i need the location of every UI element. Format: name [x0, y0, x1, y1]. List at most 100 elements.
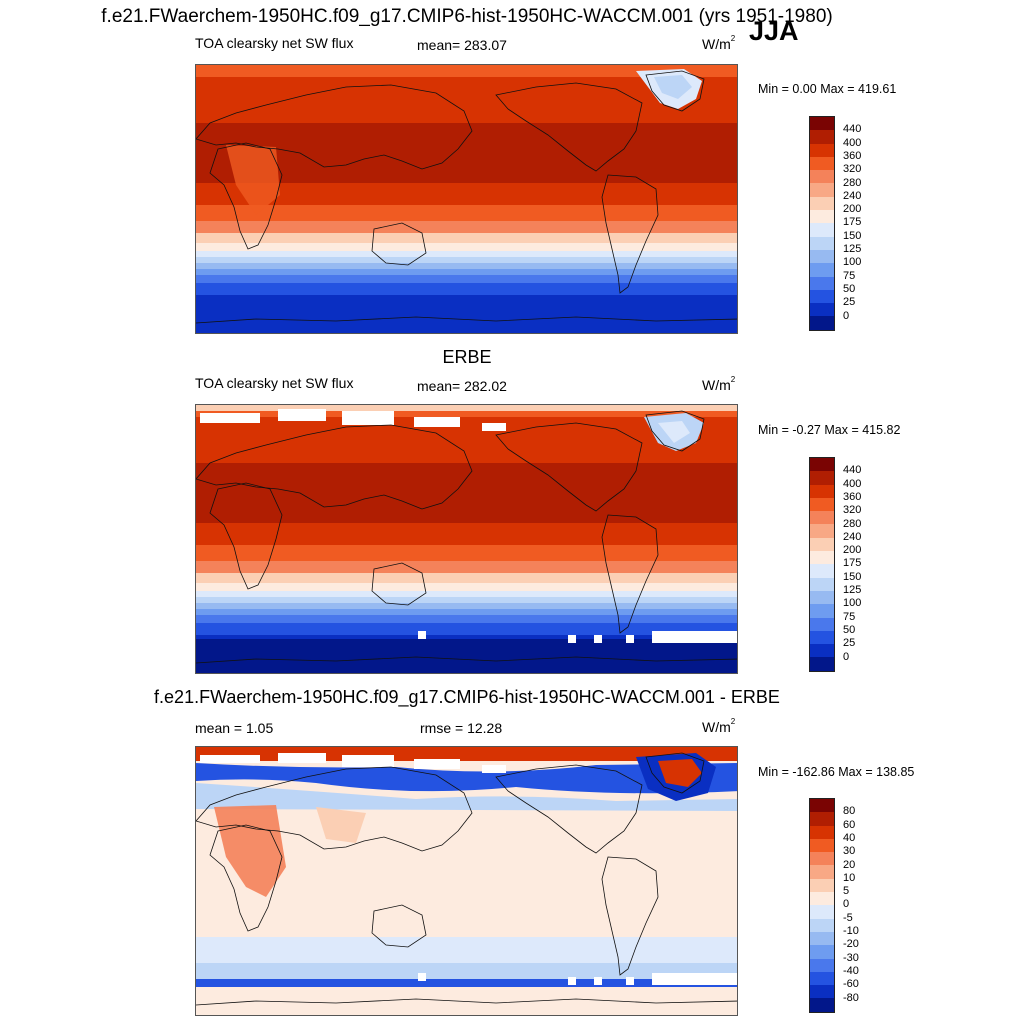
colorbar-swatch	[810, 812, 834, 826]
colorbar-swatch	[810, 998, 834, 1012]
colorbar-swatch	[810, 117, 834, 131]
colorbar-tick-label: 100	[843, 597, 862, 610]
colorbar-swatch	[810, 276, 834, 290]
colorbar-tick-label: -40	[843, 964, 859, 977]
colorbar-tick-label: 440	[843, 123, 862, 136]
colorbar-tick-label: 400	[843, 477, 862, 490]
colorbar-swatch	[810, 878, 834, 893]
colorbar-tick-label: 175	[843, 557, 862, 570]
colorbar-tick-label: 125	[843, 243, 862, 255]
colorbar-swatch	[810, 551, 834, 565]
colorbar-tick-label: 440	[843, 464, 862, 477]
panel3-rmse-label: rmse = 12.28	[420, 720, 503, 736]
colorbar-tick-label: 320	[843, 504, 862, 517]
colorbar-tick-label: 280	[843, 176, 862, 189]
colorbar-tick-label: 150	[843, 229, 862, 242]
colorbar-tick-label: 30	[843, 845, 856, 858]
colorbar-tick-label: 20	[843, 858, 856, 871]
colorbar-swatch	[810, 799, 834, 813]
colorbar-swatch	[810, 130, 834, 144]
colorbar-swatch	[810, 657, 834, 671]
colorbar-tick-label: 320	[843, 163, 862, 176]
panel2-variable-label: TOA clearsky net SW flux	[195, 375, 354, 391]
colorbar-tick-label: -30	[843, 951, 859, 964]
colorbar-tick-label: 240	[843, 530, 862, 543]
colorbar-swatch	[810, 617, 834, 631]
colorbar-swatch	[810, 289, 834, 304]
colorbar-swatch	[810, 958, 834, 972]
panel2-minmax: Min = -0.27 Max = 415.82	[758, 423, 901, 437]
colorbar-swatch	[810, 316, 834, 330]
colorbar-swatch	[810, 196, 834, 211]
colorbar-swatch	[810, 945, 834, 959]
colorbar-tick-label: 400	[843, 136, 862, 149]
colorbar-tick-label: 0	[843, 898, 850, 911]
colorbar-swatch	[810, 183, 834, 197]
colorbar-swatch	[810, 497, 834, 512]
colorbar-swatch	[810, 170, 834, 184]
colorbar-swatch	[810, 263, 834, 277]
colorbar-swatch	[810, 931, 834, 946]
colorbar-swatch	[810, 484, 834, 498]
colorbar-tick-label: -10	[843, 925, 859, 937]
colorbar-tick-label: 360	[843, 490, 862, 503]
colorbar-swatch	[810, 537, 834, 552]
colorbar-tick-label: 75	[843, 610, 856, 623]
colorbar-tick-label: 0	[843, 650, 850, 663]
colorbar-tick-label: 50	[843, 282, 856, 295]
panel3-map	[195, 746, 738, 1016]
colorbar-tick-label: 150	[843, 570, 862, 583]
colorbar-swatch	[810, 918, 834, 932]
panel3-units: W/m2	[702, 717, 736, 735]
colorbar-tick-label: 280	[843, 517, 862, 530]
colorbar-swatch	[810, 590, 834, 605]
colorbar-tick-label: -60	[843, 978, 859, 991]
colorbar-tick-label: 5	[843, 885, 850, 898]
colorbar-swatch	[810, 564, 834, 578]
panel2-mean-label: mean= 282.02	[417, 378, 507, 394]
colorbar-tick-label: 175	[843, 216, 862, 229]
colorbar-tick-label: 25	[843, 296, 856, 309]
colorbar-swatch	[810, 577, 834, 591]
panel1-colorbar	[809, 116, 835, 331]
colorbar-tick-label: -20	[843, 938, 859, 951]
panel1-map	[195, 64, 738, 334]
panel1-units: W/m2	[702, 34, 736, 52]
panel1-mean-label: mean= 283.07	[417, 37, 507, 53]
panel2-units: W/m2	[702, 375, 736, 393]
panel3-title: f.e21.FWaerchem-1950HC.f09_g17.CMIP6-his…	[154, 687, 780, 707]
colorbar-swatch	[810, 892, 834, 906]
colorbar-tick-label: 200	[843, 544, 862, 557]
colorbar-swatch	[810, 905, 834, 919]
colorbar-swatch	[810, 303, 834, 317]
panel2-colorbar	[809, 457, 835, 672]
colorbar-tick-label: 100	[843, 256, 862, 269]
colorbar-swatch	[810, 852, 834, 866]
colorbar-swatch	[810, 458, 834, 472]
colorbar-tick-label: 50	[843, 623, 856, 636]
colorbar-swatch	[810, 524, 834, 538]
panel1-variable-label: TOA clearsky net SW flux	[195, 35, 354, 51]
colorbar-tick-label: 75	[843, 269, 856, 282]
panel2-map	[195, 404, 738, 674]
panel1-minmax: Min = 0.00 Max = 419.61	[758, 82, 897, 96]
colorbar-swatch	[810, 156, 834, 171]
colorbar-tick-label: 10	[843, 871, 856, 884]
colorbar-tick-label: 25	[843, 637, 856, 650]
colorbar-tick-label: 125	[843, 584, 862, 596]
colorbar-tick-label: -5	[843, 911, 853, 924]
colorbar-swatch	[810, 971, 834, 986]
colorbar-swatch	[810, 210, 834, 224]
figure-title: f.e21.FWaerchem-1950HC.f09_g17.CMIP6-his…	[101, 6, 833, 27]
panel3-colorbar	[809, 798, 835, 1013]
colorbar-swatch	[810, 223, 834, 237]
colorbar-swatch	[810, 825, 834, 839]
colorbar-tick-label: 240	[843, 189, 862, 202]
colorbar-swatch	[810, 471, 834, 485]
panel3-minmax: Min = -162.86 Max = 138.85	[758, 765, 915, 779]
colorbar-swatch	[810, 249, 834, 264]
colorbar-swatch	[810, 236, 834, 250]
colorbar-tick-label: 60	[843, 818, 856, 831]
colorbar-tick-label: 200	[843, 203, 862, 216]
colorbar-swatch	[810, 511, 834, 525]
